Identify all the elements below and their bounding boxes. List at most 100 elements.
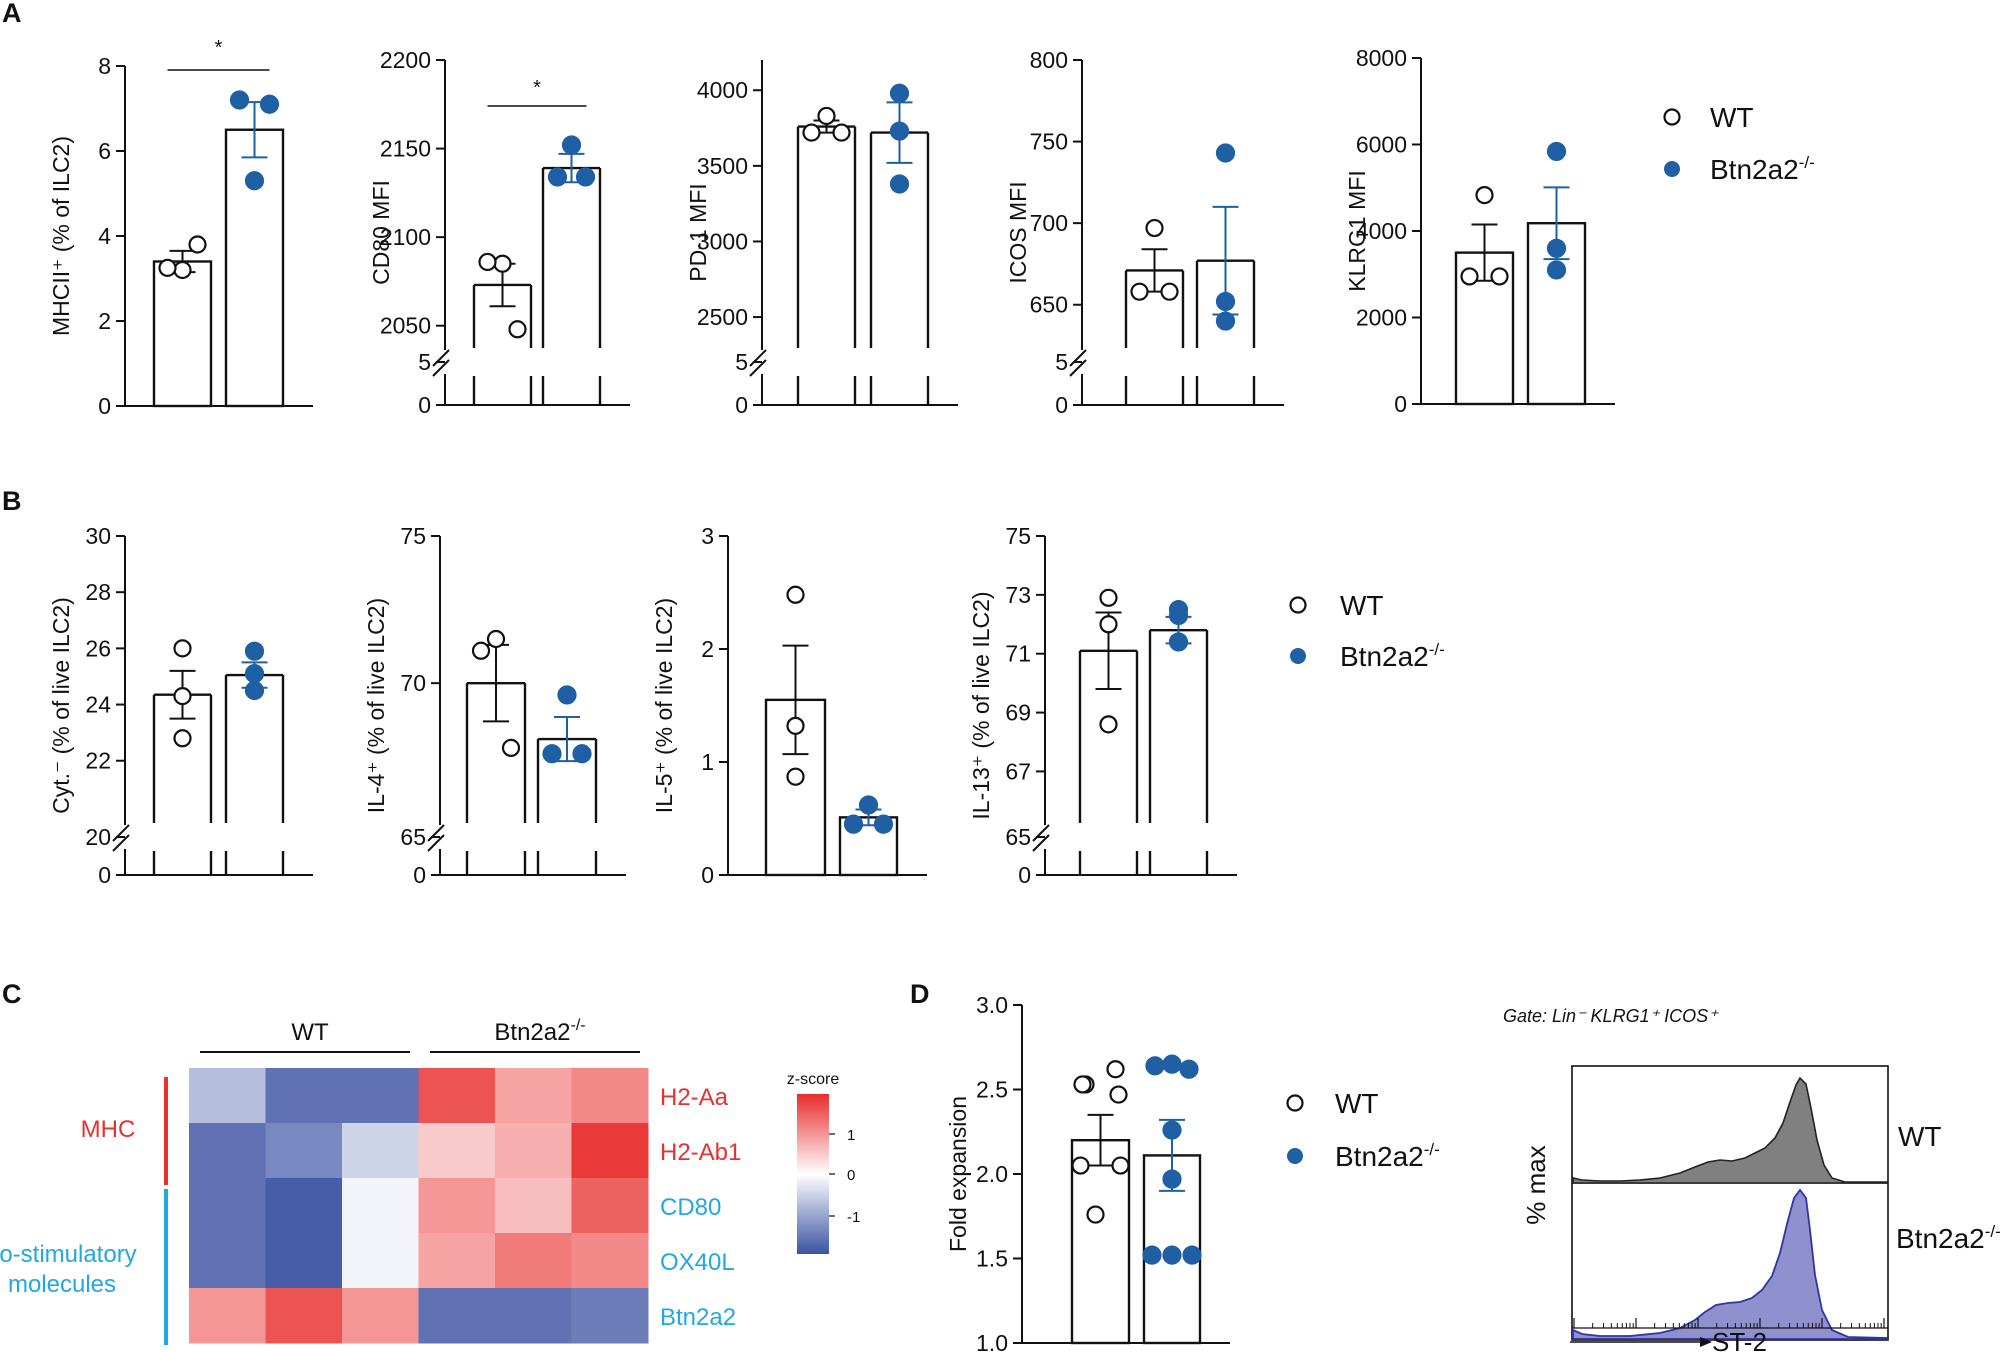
data-point <box>561 135 582 155</box>
data-point <box>1145 1056 1165 1076</box>
histogram-ko <box>1572 1188 1888 1340</box>
data-point <box>173 729 192 748</box>
y-tick-label: 3000 <box>697 228 748 254</box>
y-tick-label: 28 <box>85 579 111 605</box>
heatmap-row-label: H2-Aa <box>660 1084 729 1111</box>
y-axis-title: KLRG1 MFI <box>1344 170 1370 291</box>
data-point <box>1490 267 1509 286</box>
y-tick-label: 1.0 <box>976 1330 1008 1352</box>
heatmap-cell <box>342 1288 419 1344</box>
data-point <box>1160 282 1179 301</box>
y-tick-label: 69 <box>1005 700 1031 726</box>
y-tick-label: 2050 <box>380 313 431 339</box>
y-tick-label: 2000 <box>1356 305 1407 331</box>
y-axis-title: IL-5⁺ (% of live ILC2) <box>651 598 677 813</box>
axis-break-mark <box>1069 349 1087 367</box>
data-point <box>1215 311 1236 331</box>
colorbar-tick-label: -1 <box>847 1209 860 1226</box>
heatmap-cell <box>265 1288 343 1344</box>
chart-il5: 0 1 2 3 IL-5⁺ (% of live ILC2) <box>651 523 927 888</box>
heatmap-cell <box>495 1288 572 1344</box>
colorbar-title: z-score <box>787 1071 840 1088</box>
heatmap-col-group-ko: Btn2a2-/- <box>494 1017 585 1046</box>
y-tick-label: 2150 <box>380 136 431 162</box>
data-point <box>889 174 910 194</box>
data-point <box>1168 605 1189 626</box>
y-tick-label: 0 <box>98 862 111 888</box>
panel-label-a: A <box>2 0 22 28</box>
histogram-overlay: Gate: Lin⁻ KLRG1⁺ ICOS⁺ WT Btn2a2-/- % m… <box>1503 1006 2001 1352</box>
legend-wt-marker <box>1289 596 1307 614</box>
data-point <box>1460 267 1479 286</box>
y-tick-label: 3.0 <box>976 992 1008 1018</box>
data-point <box>786 716 805 735</box>
histogram-gate-label: Gate: Lin⁻ KLRG1⁺ ICOS⁺ <box>1503 1006 1719 1026</box>
heatmap-row-label: CD80 <box>660 1194 721 1221</box>
y-tick-label: 0 <box>1394 391 1407 417</box>
row-group-costim: co-stimulatory molecules <box>0 1241 137 1298</box>
y-tick-label: 1 <box>701 749 714 775</box>
heatmap-cell <box>189 1123 266 1179</box>
y-tick-label: 2 <box>98 308 111 334</box>
y-tick-label: 8000 <box>1356 45 1407 71</box>
y-axis-title: MHCII⁺ (% of ILC2) <box>48 136 74 336</box>
chart-il4: 0 65 70 75 IL-4⁺ (% of live ILC2) <box>363 523 626 888</box>
heatmap-cell <box>495 1123 572 1179</box>
data-point <box>1162 1245 1182 1265</box>
data-point <box>229 90 250 110</box>
y-tick-label: 65 <box>400 824 426 850</box>
axis-break-mark <box>427 834 445 852</box>
colorbar-gradient <box>797 1094 829 1254</box>
legend-ko-label: Btn2a2-/- <box>1335 1140 1440 1172</box>
data-point <box>1179 1059 1199 1079</box>
heatmap-cell <box>495 1068 572 1124</box>
y-tick-label: 0 <box>413 862 426 888</box>
heatmap-cell <box>265 1178 343 1234</box>
y-tick-label: 65 <box>1005 824 1031 850</box>
legend-wt-label: WT <box>1340 590 1384 621</box>
legend-wt-label: WT <box>1335 1088 1379 1119</box>
data-point <box>1109 1085 1128 1104</box>
histogram-frame <box>1571 1065 1889 1341</box>
data-point <box>1099 615 1118 634</box>
y-axis-title: Cyt.⁻ (% of live ILC2) <box>48 597 74 814</box>
heatmap-row-label: Btn2a2 <box>660 1304 736 1331</box>
data-point <box>1546 141 1567 162</box>
data-point <box>1162 1169 1182 1189</box>
panel-label-d: D <box>910 979 930 1009</box>
y-axis-title: Fold expansion <box>945 1096 971 1252</box>
heatmap-cell <box>418 1233 496 1289</box>
data-point <box>802 123 821 142</box>
data-point <box>1475 186 1494 205</box>
y-tick-label: 75 <box>1005 523 1031 549</box>
chart-fold-expansion: 1.0 1.5 2.0 2.5 3.0 Fold expansion <box>945 992 1230 1352</box>
heatmap-cell <box>418 1288 496 1344</box>
data-point <box>173 260 192 280</box>
y-tick-label: 3 <box>701 523 714 549</box>
axis-break-mark <box>1032 834 1050 852</box>
y-tick-label: 0 <box>418 392 431 418</box>
y-tick-label: 700 <box>1030 210 1068 236</box>
data-point <box>1111 1156 1130 1175</box>
data-point <box>1182 1245 1202 1265</box>
y-tick-label: 20 <box>85 824 111 850</box>
histogram-label-wt: WT <box>1898 1121 1942 1152</box>
y-tick-label: 3500 <box>697 153 748 179</box>
histogram-xlabel: ST-2 <box>1712 1327 1767 1352</box>
y-tick-label: 2200 <box>380 47 431 73</box>
y-tick-label: 750 <box>1030 129 1068 155</box>
data-point <box>188 235 207 254</box>
heatmap-row-label: OX40L <box>660 1249 735 1276</box>
data-point <box>244 664 265 684</box>
y-tick-label: 0 <box>735 392 748 418</box>
row-group-mhc: MHC <box>81 1116 136 1143</box>
heatmap-cell <box>265 1123 343 1179</box>
data-point <box>858 795 879 815</box>
heatmap-cell <box>495 1233 572 1289</box>
y-tick-label: 0 <box>1055 392 1068 418</box>
axis-break-mark <box>112 834 130 852</box>
heatmap-colorbar: 1 0 -1 <box>797 1094 860 1254</box>
legend-ko-label: Btn2a2-/- <box>1340 640 1445 672</box>
y-axis-title: IL-13⁺ (% of live ILC2) <box>968 591 994 819</box>
y-tick-label: 4000 <box>1356 218 1407 244</box>
